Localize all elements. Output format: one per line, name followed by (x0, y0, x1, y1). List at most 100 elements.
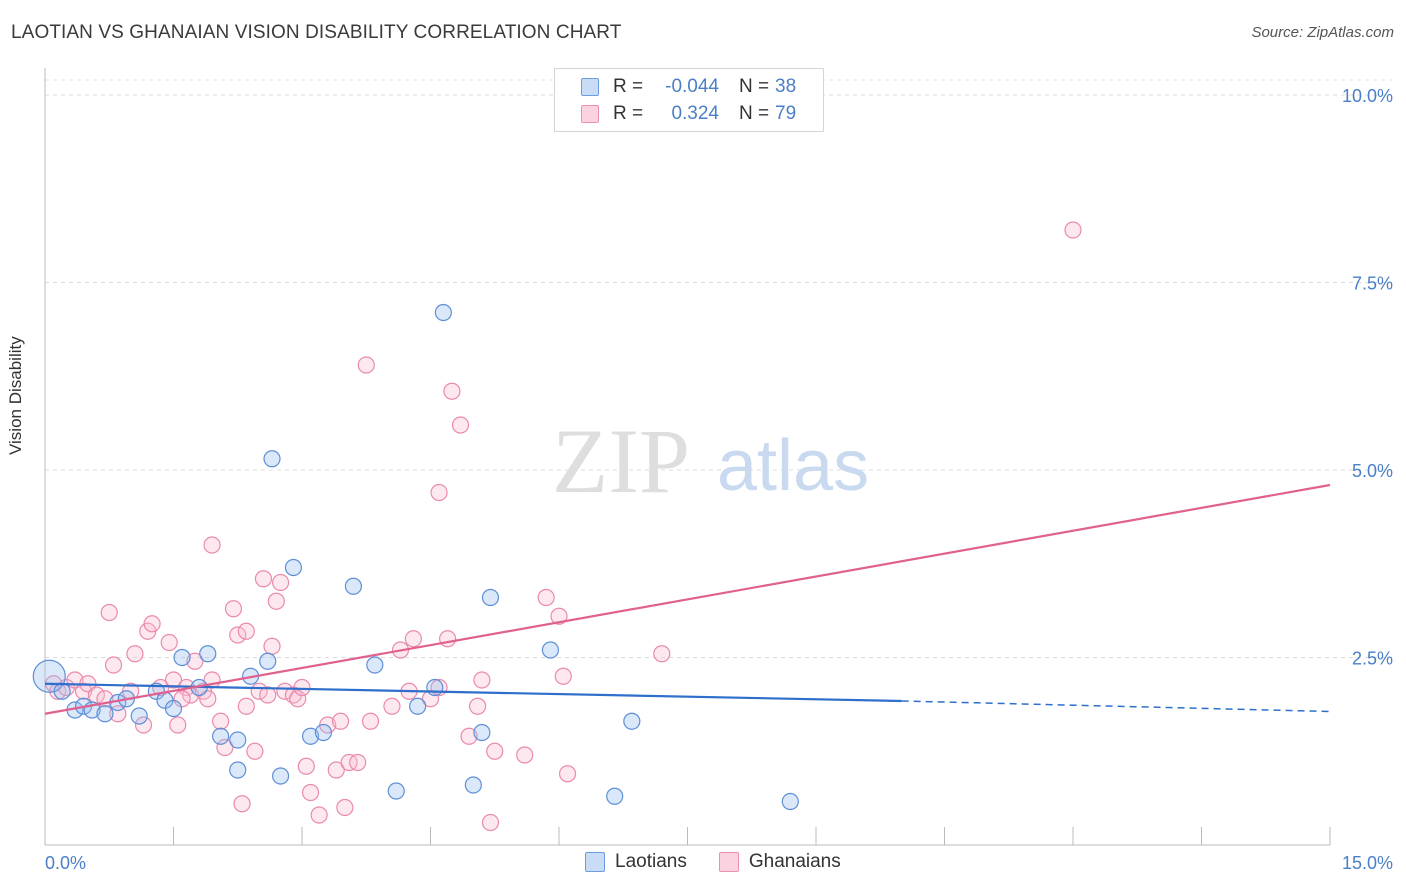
laotian-point (271, 767, 290, 785)
r-label: R = (613, 76, 644, 97)
ghanaian-point (173, 690, 191, 708)
trend-lines (44, 483, 1331, 715)
ghanaian-point (233, 795, 251, 813)
laotian-point (229, 731, 247, 749)
chart-title: LAOTIAN VS GHANAIAN VISION DISABILITY CO… (11, 22, 622, 43)
laotians-trend-line (44, 682, 902, 703)
ghanaian-point (439, 630, 457, 648)
n-value: 79 (775, 103, 797, 124)
ghanaian-point (558, 765, 577, 783)
ghanaian-point (361, 712, 380, 730)
ghanaian-point (216, 738, 234, 757)
laotian-point (173, 648, 191, 667)
ghanaian-point (276, 682, 294, 700)
ghanaian-point (164, 671, 183, 689)
laotian-point (259, 652, 277, 670)
ghanaian-point (331, 712, 350, 730)
ghanaian-point (134, 716, 153, 734)
laotian-point (164, 699, 183, 718)
ghanaian-point (267, 592, 285, 610)
laotian-point (229, 761, 247, 779)
r-value: 0.324 (671, 103, 719, 124)
ghanaian-point (229, 626, 247, 644)
ghanaian-point (254, 570, 273, 588)
laotian-point (53, 682, 71, 700)
laotian-point (473, 723, 491, 742)
watermark: ZIP atlas (552, 410, 869, 512)
ghanaian-point (383, 697, 401, 715)
n-label: N = (739, 103, 770, 124)
laotian-point (464, 776, 482, 794)
watermark-atlas: atlas (717, 426, 869, 506)
ghanaian-point (143, 615, 161, 633)
laotians-swatch (581, 78, 599, 96)
axes (44, 68, 1331, 846)
ghanaian-point (237, 697, 255, 715)
ghanaian-point (357, 356, 375, 374)
ghanaian-point (126, 645, 144, 663)
n-value: 38 (775, 76, 797, 97)
laotians-legend-label: Laotians (615, 851, 687, 872)
laotian-point (96, 705, 114, 723)
laotian-point (301, 727, 320, 745)
y-tick-label: 7.5% (1352, 274, 1393, 294)
laotians-legend-swatch (585, 852, 605, 872)
ghanaian-point (349, 753, 367, 772)
ghanaian-point (1064, 221, 1082, 239)
laotian-point (781, 792, 799, 811)
ghanaian-point (451, 416, 470, 434)
ghanaian-point (212, 712, 230, 730)
legend-row-laotians: R = -0.044 N = 38 (555, 74, 796, 100)
ghanaians-trend-line (44, 483, 1331, 715)
ghanaian-point (469, 697, 487, 715)
laotian-point (541, 641, 560, 659)
y-tick-label: 10.0% (1342, 86, 1393, 106)
ghanaian-point (327, 761, 345, 779)
ghanaians-legend-label: Ghanaians (748, 851, 841, 872)
ghanaian-point (263, 637, 281, 655)
ghanaian-point (554, 667, 572, 685)
ghanaian-point (336, 798, 354, 817)
ghanaian-point (653, 645, 671, 663)
ghanaian-point (100, 603, 118, 622)
ghanaian-point (259, 686, 277, 704)
ghanaians-legend-swatch (718, 852, 739, 872)
ghanaian-point (160, 633, 178, 652)
correlation-legend: R = -0.044 N = 38 R = 0.324 N = 79 (554, 68, 824, 132)
ghanaian-point (271, 573, 290, 592)
r-label: R = (613, 103, 644, 124)
ghanaian-point (310, 806, 328, 824)
laotian-point (606, 787, 624, 805)
laotian-point (434, 303, 452, 322)
laotian-point (344, 577, 362, 595)
ghanaian-point (186, 652, 204, 670)
laotian-point (263, 450, 281, 468)
ghanaian-point (460, 727, 478, 745)
ghanaian-point (169, 716, 187, 734)
ghanaian-point (430, 483, 448, 502)
ghanaian-point (246, 742, 264, 760)
ghanaian-point (550, 607, 568, 625)
ghanaians-swatch (581, 105, 599, 123)
ghanaian-point (516, 746, 534, 764)
series-legend: Laotians Ghanaians (585, 851, 841, 873)
ghanaian-point (104, 656, 123, 674)
ghanaian-point (473, 671, 491, 689)
grid-lines (45, 79, 1392, 658)
watermark-zip: ZIP (552, 410, 690, 512)
laotian-point (409, 697, 427, 715)
ghanaian-point (443, 382, 461, 400)
r-value: -0.044 (665, 76, 719, 97)
laotian-point (481, 588, 500, 607)
ghanaian-point (404, 630, 422, 648)
laotian-point (426, 678, 444, 697)
laotian-point (212, 727, 230, 745)
laotian-point (366, 656, 384, 674)
tick-labels: 2.5% 5.0% 7.5% 10.0% 0.0% 15.0% (45, 86, 1393, 873)
y-tick-label: 5.0% (1352, 461, 1393, 481)
laotian-point (387, 782, 405, 800)
y-tick-label: 2.5% (1352, 649, 1393, 669)
laotians-points (32, 303, 799, 811)
ghanaian-point (481, 813, 500, 832)
laotian-point (623, 712, 641, 730)
